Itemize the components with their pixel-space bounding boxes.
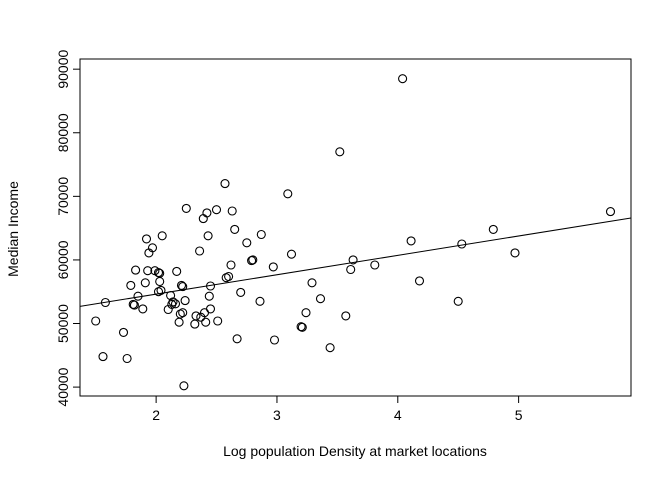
x-tick-label: 4 <box>394 407 402 423</box>
data-point <box>122 353 132 364</box>
data-point <box>190 319 200 329</box>
data-point <box>147 243 158 253</box>
data-point <box>269 335 280 345</box>
data-point <box>181 203 191 213</box>
data-point <box>168 297 178 307</box>
data-point <box>605 207 616 217</box>
data-point <box>140 278 150 288</box>
data-point <box>174 317 184 327</box>
data-point <box>128 299 138 309</box>
data-point <box>211 205 222 215</box>
data-point <box>126 280 136 290</box>
data-point <box>230 224 240 234</box>
data-point <box>204 291 214 301</box>
data-point <box>153 268 164 278</box>
data-points <box>91 74 616 391</box>
data-point <box>172 266 182 276</box>
data-point <box>176 280 187 290</box>
data-point <box>488 224 498 234</box>
data-point <box>157 231 167 241</box>
plot-box <box>79 58 632 397</box>
y-tick-label: 40000 <box>55 367 71 406</box>
regression-line <box>79 217 632 307</box>
data-point <box>178 308 188 318</box>
data-point <box>236 287 246 297</box>
data-point <box>227 206 237 216</box>
data-point <box>143 266 153 276</box>
data-point <box>156 285 166 295</box>
data-point <box>335 147 345 157</box>
data-point <box>346 264 356 275</box>
data-point <box>242 238 252 248</box>
data-point <box>175 309 185 319</box>
data-point <box>286 249 297 259</box>
y-axis: 40000 50000 60000 70000 80000 90000 <box>55 49 81 407</box>
data-point <box>98 352 108 362</box>
data-point <box>268 262 278 272</box>
data-point <box>170 299 181 309</box>
data-point <box>131 265 141 275</box>
y-axis-title: Median Income <box>5 181 21 277</box>
data-point <box>248 255 258 265</box>
y-tick-label: 60000 <box>55 240 71 279</box>
data-point <box>301 308 311 318</box>
y-tick-label: 90000 <box>55 49 71 88</box>
data-point <box>191 311 201 321</box>
data-point <box>155 276 165 287</box>
data-point <box>205 304 216 314</box>
y-tick-label: 80000 <box>55 113 71 152</box>
data-point <box>307 278 317 288</box>
x-tick-label: 5 <box>515 407 523 423</box>
data-point <box>510 248 520 258</box>
data-point <box>138 304 148 314</box>
data-point <box>203 231 213 241</box>
data-point <box>202 208 212 218</box>
data-point <box>315 294 326 304</box>
data-point <box>232 334 242 344</box>
data-point <box>406 236 416 246</box>
y-tick-label: 50000 <box>55 304 71 343</box>
data-point <box>220 179 230 189</box>
y-tick-label: 70000 <box>55 177 71 216</box>
data-point <box>129 300 139 310</box>
data-point <box>226 260 236 270</box>
data-point <box>457 239 467 249</box>
data-point <box>453 296 463 306</box>
data-point <box>141 234 152 244</box>
data-point <box>325 343 335 353</box>
data-point <box>195 246 205 256</box>
data-point <box>179 381 189 391</box>
data-point <box>213 316 223 326</box>
data-point <box>118 327 129 337</box>
data-point <box>224 271 234 282</box>
data-point <box>370 260 380 270</box>
data-point <box>341 311 351 321</box>
data-point <box>198 214 208 224</box>
x-axis-title: Log population Density at market locatio… <box>223 443 487 459</box>
data-point <box>297 322 307 332</box>
data-point <box>414 276 425 286</box>
data-point <box>283 189 293 199</box>
x-tick-label: 3 <box>273 407 281 423</box>
x-axis: 2 3 4 5 <box>152 395 523 423</box>
data-point <box>348 255 358 265</box>
data-point <box>247 256 257 266</box>
data-point <box>180 296 190 306</box>
data-point <box>178 282 188 292</box>
data-point <box>255 296 265 306</box>
x-tick-label: 2 <box>152 407 160 423</box>
data-point <box>256 229 266 240</box>
data-point <box>201 317 211 327</box>
data-point <box>398 74 408 84</box>
data-point <box>91 316 101 326</box>
